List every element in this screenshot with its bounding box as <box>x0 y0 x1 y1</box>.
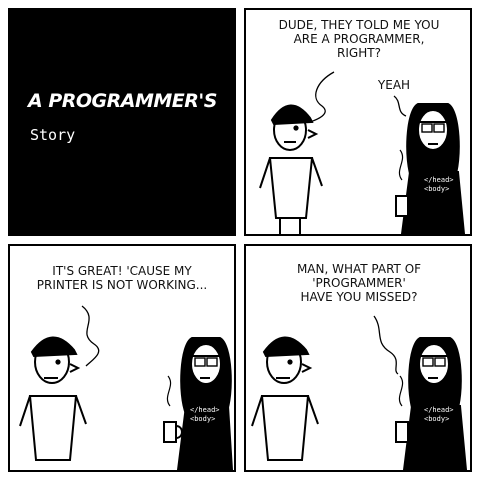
title-panel: A PROGRAMMER'S Story <box>8 8 236 236</box>
shirt-text-head: </head> <box>190 406 220 414</box>
programmer-figure: </head> <body> <box>395 103 466 234</box>
panel-2-art: </head> <body> <box>259 71 466 234</box>
speech-cap-guy: IT'S GREAT! 'CAUSE MY PRINTER IS NOT WOR… <box>36 264 208 292</box>
panel-2: DUDE, THEY TOLD ME YOU ARE A PROGRAMMER,… <box>244 8 472 236</box>
cap-guy-figure <box>259 104 323 234</box>
speech-programmer: MAN, WHAT PART OF 'PROGRAMMER' HAVE YOU … <box>296 262 422 304</box>
programmer-figure: </head> <body> <box>163 337 234 470</box>
speech-tail <box>81 305 100 367</box>
speech-programmer: YEAH <box>377 78 411 92</box>
comic-subtitle: Story <box>30 126 76 144</box>
shirt-text-head: </head> <box>424 406 454 414</box>
shirt-text-body: <body> <box>424 415 449 423</box>
panel-3: IT'S GREAT! 'CAUSE MY PRINTER IS NOT WOR… <box>8 244 236 472</box>
comic-title: A PROGRAMMER'S <box>28 90 217 112</box>
shirt-text-body: <body> <box>424 185 449 193</box>
speech-tail <box>373 315 399 375</box>
panel-4: MAN, WHAT PART OF 'PROGRAMMER' HAVE YOU … <box>244 244 472 472</box>
shirt-text-head: </head> <box>424 176 454 184</box>
cap-guy-figure <box>251 336 319 461</box>
panel-4-art: </head> <body> <box>251 315 468 470</box>
speech-cap-guy: DUDE, THEY TOLD ME YOU ARE A PROGRAMMER,… <box>278 18 440 60</box>
speech-tail <box>309 71 335 123</box>
programmer-figure: </head> <body> <box>395 337 468 470</box>
panel-3-art: </head> <body> <box>19 305 234 470</box>
cap-guy-figure <box>19 336 87 461</box>
speech-tail <box>393 95 407 117</box>
shirt-text-body: <body> <box>190 415 215 423</box>
